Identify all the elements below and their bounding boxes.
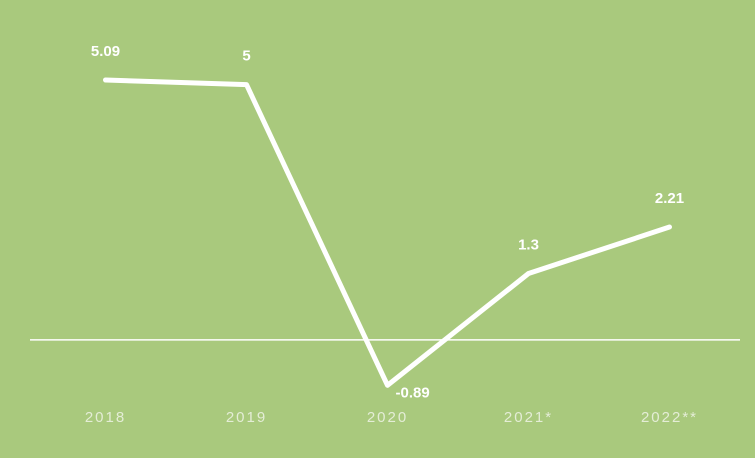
- x-tick-label: 2022**: [641, 409, 698, 426]
- data-label: 5.09: [91, 43, 120, 60]
- x-tick-label: 2018: [85, 409, 126, 426]
- data-label: -0.89: [396, 384, 430, 401]
- x-tick-label: 2020: [367, 409, 408, 426]
- data-label: 1.3: [518, 236, 539, 253]
- data-label: 5: [242, 48, 250, 65]
- data-label: 2.21: [655, 190, 684, 207]
- x-tick-label: 2021*: [504, 409, 553, 426]
- x-tick-label: 2019: [226, 409, 267, 426]
- line: [103, 77, 672, 388]
